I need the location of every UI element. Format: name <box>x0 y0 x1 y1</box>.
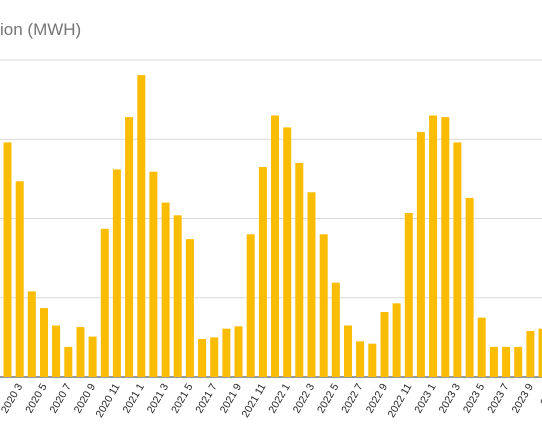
x-tick-label: 2020 3 <box>0 381 25 415</box>
bar <box>15 181 24 377</box>
bar <box>246 234 255 377</box>
bar <box>40 308 48 377</box>
bar <box>368 343 377 377</box>
x-tick-label: 2021 1 <box>120 381 147 415</box>
x-tick-label: 2023 7 <box>485 381 512 415</box>
x-tick-label: 2022 3 <box>291 381 318 415</box>
bar <box>441 117 450 377</box>
x-tick-label: 2022 5 <box>315 381 342 415</box>
bar <box>222 328 231 377</box>
bar <box>234 326 243 377</box>
bar <box>185 239 194 377</box>
x-tick-label: 2023 3 <box>437 381 464 415</box>
x-tick-label: 2021 9 <box>218 381 245 415</box>
bar <box>356 341 365 377</box>
bar <box>112 169 121 377</box>
bar <box>477 317 486 377</box>
bar <box>137 75 146 377</box>
x-tick-label: 2020 9 <box>72 381 99 415</box>
bar <box>125 117 134 377</box>
bar <box>307 192 316 377</box>
bar <box>429 115 438 377</box>
bar <box>88 336 97 377</box>
x-tick-label: 2023 <box>538 381 542 407</box>
x-tick-label: 2022 11 <box>385 381 414 419</box>
bar <box>344 325 352 377</box>
bar <box>271 115 279 377</box>
bar <box>319 234 328 377</box>
bar <box>331 282 340 377</box>
chart-title: ion (MWH) <box>0 20 82 39</box>
x-tick-label: 2022 9 <box>364 381 391 415</box>
bar <box>173 215 182 377</box>
x-tick-label: 2021 11 <box>240 381 269 419</box>
bar <box>489 346 498 377</box>
x-tick-label: 2020 5 <box>23 381 50 415</box>
bar <box>526 331 535 377</box>
bar <box>258 167 267 377</box>
bar <box>295 163 304 377</box>
bar <box>404 213 413 377</box>
x-tick-label: 2022 1 <box>266 381 293 415</box>
bar <box>100 228 109 377</box>
x-tick-label: 2023 1 <box>412 381 439 415</box>
bar <box>149 171 158 377</box>
x-tick-label: 2021 7 <box>193 381 220 415</box>
bar <box>210 337 219 377</box>
x-tick-label: 2023 5 <box>461 381 488 415</box>
bar <box>380 312 389 377</box>
bar <box>465 197 474 377</box>
x-tick-label: 2020 7 <box>47 381 74 415</box>
x-tick-label: 2022 7 <box>339 381 366 415</box>
bar <box>76 327 85 377</box>
bar <box>3 142 12 377</box>
bar <box>27 291 36 377</box>
bar <box>198 339 207 377</box>
bar <box>64 346 73 377</box>
bar <box>514 346 523 377</box>
bar <box>161 202 170 377</box>
x-tick-label: 2023 9 <box>510 381 537 415</box>
bar <box>416 132 425 377</box>
bar <box>538 328 542 377</box>
bar <box>453 142 462 377</box>
bar <box>502 346 511 377</box>
x-tick-label: 2020 11 <box>94 381 123 419</box>
bar <box>283 127 292 378</box>
x-tick-label: 2021 5 <box>169 381 196 415</box>
bar <box>52 325 61 377</box>
bar <box>392 303 401 377</box>
x-tick-label: 2021 3 <box>145 381 172 415</box>
